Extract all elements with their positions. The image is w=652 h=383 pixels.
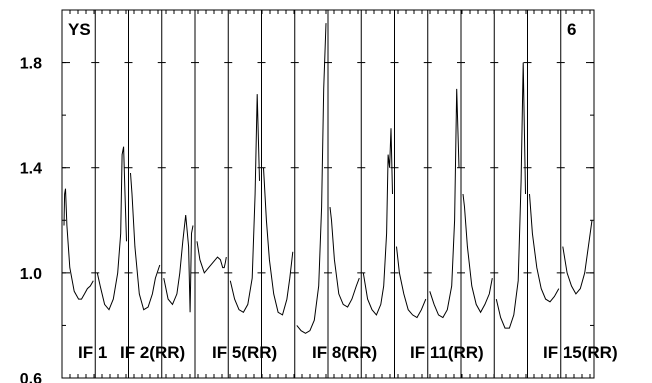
panel-label: IF 11(RR) (410, 343, 484, 362)
series-line (562, 220, 593, 295)
panel-label: IF 2(RR) (120, 343, 185, 362)
series-line (462, 193, 493, 314)
plot-frame (61, 9, 595, 379)
top-left-annotation: YS (68, 20, 91, 39)
y-axis: 0.6 1.0 1.4 1.8 (20, 9, 594, 383)
y-tick-label: 1.8 (20, 56, 42, 73)
series-line (329, 207, 360, 308)
y-tick-label: 1.4 (20, 161, 42, 178)
panel-label: IF 8(RR) (312, 343, 377, 362)
series-line (163, 214, 194, 313)
series-line (196, 241, 227, 274)
series-lines (63, 23, 593, 334)
series-line (396, 246, 427, 319)
panel-grid (94, 10, 562, 378)
top-right-annotation: 6 (567, 20, 576, 39)
panel-label: IF 5(RR) (212, 343, 277, 362)
panel-label: IF 1 (78, 343, 107, 362)
series-line (63, 188, 94, 300)
panel-labels: IF 1 IF 2(RR) IF 5(RR) IF 8(RR) IF 11(RR) IF … (78, 343, 618, 362)
y-tick-label: 1.0 (20, 266, 42, 283)
series-line (429, 88, 460, 319)
series-line (495, 62, 526, 329)
y-tick-label: 0.6 (20, 371, 42, 383)
panel-label: IF 15(RR) (543, 343, 618, 362)
series-line (130, 172, 161, 311)
series-line (229, 94, 260, 313)
series-line (263, 167, 294, 316)
series-line (529, 193, 560, 303)
series-line (362, 128, 393, 316)
series-line (96, 146, 127, 311)
series-line (296, 23, 327, 334)
